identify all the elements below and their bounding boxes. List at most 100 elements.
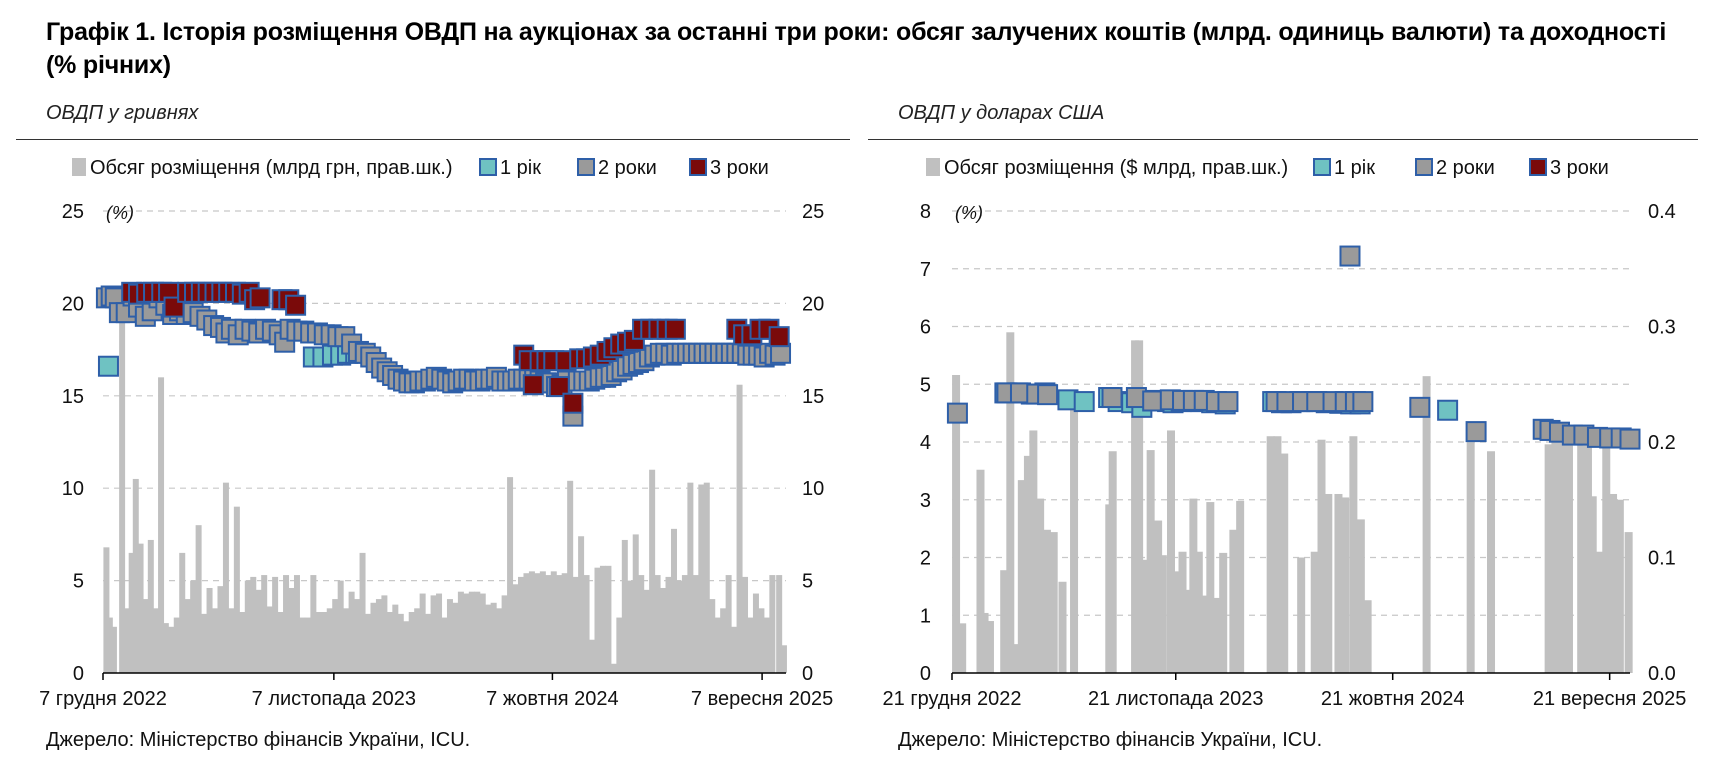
y-left-tick-usd: 1 [920,605,931,627]
volume-bar-uah [365,613,372,673]
volume-bar-uah [250,576,257,673]
volume-bar-uah [261,575,268,673]
volume-bar-uah [468,591,475,673]
volume-bar-uah [337,580,344,673]
x-tick-label-usd: 21 вересня 2025 [1533,688,1687,710]
legend-label-usd: Обсяг розміщення ($ млрд, прав.шк.) [944,157,1288,179]
volume-bar-uah [103,547,110,673]
volume-bar-usd [1108,451,1117,673]
volume-bar-uah [168,626,175,673]
volume-bar-usd [1171,571,1180,673]
volume-bar-usd [1317,439,1326,673]
volume-bar-uah [517,576,524,673]
y-right-tick-uah: 25 [802,201,824,223]
volume-bar-usd [976,469,985,673]
volume-bar-usd [1466,440,1475,673]
x-tick-label-usd: 21 листопада 2023 [1088,688,1264,710]
legend-swatch-three_years-uah [689,158,707,176]
y-right-tick-uah: 15 [802,386,824,408]
y-right-tick-usd: 0.2 [1648,432,1676,454]
volume-bar-uah [173,617,180,673]
volume-bar-uah [288,587,295,673]
volume-bar-uah [326,608,333,673]
volume-bar-uah [315,612,322,673]
volume-bar-uah [599,565,606,673]
volume-bar-uah [119,312,126,673]
volume-bar-uah [676,580,683,673]
volume-bar-usd [1189,498,1198,673]
volume-bar-uah [212,608,219,673]
volume-bar-uah [110,626,117,673]
volume-bar-uah [638,575,645,673]
volume-bar-uah [507,477,514,673]
x-tick-label-uah: 7 листопада 2023 [252,688,416,710]
volume-bar-uah [556,575,563,673]
volume-bar-usd [1070,406,1079,673]
volume-bar-uah [627,580,634,673]
volume-bar-uah [709,599,716,673]
volume-bar-uah [239,612,246,673]
volume-bar-uah [463,593,470,673]
source-uah: Джерело: Міністерство фінансів України, … [46,729,471,751]
source-usd: Джерело: Міністерство фінансів України, … [898,729,1323,751]
volume-bar-uah [692,575,699,673]
volume-bar-uah [610,663,617,673]
volume-bar-uah [153,608,160,673]
volume-bar-uah [545,575,552,673]
marker-usd-1y [1437,399,1459,421]
volume-bar-usd [1017,480,1026,673]
volume-bar-uah [397,613,404,673]
volume-bar-usd [952,375,961,673]
volume-bar-uah [222,482,229,673]
volume-bar-uah [501,595,508,673]
volume-bar-uah [496,608,503,673]
legend-swatch-volume-uah [72,158,86,176]
volume-bar-uah [561,573,568,673]
marker-usd-2y [1465,421,1487,443]
volume-bar-usd [1023,455,1032,673]
marker-usd-2y [1409,396,1431,418]
marker-uah-1y [97,355,119,377]
marker-uah-3y [768,326,790,348]
volume-bar-uah [195,525,202,673]
volume-bar-uah [720,608,727,673]
volume-bar-usd [1487,451,1496,673]
volume-bar-uah [660,587,667,673]
y-right-tick-usd: 0.4 [1648,201,1676,223]
marker-uah-3y [562,392,584,414]
volume-bar-uah [687,482,694,673]
volume-bar-uah [776,575,783,673]
volume-bar-uah [381,595,388,673]
volume-bar-uah [233,506,240,673]
volume-bar-uah [490,602,497,673]
volume-bar-uah [578,536,585,673]
volume-bar-usd [1297,557,1306,673]
volume-bar-uah [228,608,235,673]
volume-bar-uah [649,469,656,673]
y-left-tick-usd: 7 [920,259,931,281]
volume-bar-uah [430,595,437,673]
volume-bar-uah [681,575,688,673]
volume-bar-uah [414,608,421,673]
legend-label-usd: 2 роки [1436,157,1495,179]
volume-bar-uah [321,612,328,673]
volume-bar-usd [1341,497,1350,673]
volume-bar-usd [1266,436,1275,673]
volume-bar-uah [654,575,661,673]
volume-bar-usd [1154,520,1163,673]
volume-bar-usd [1219,552,1228,673]
volume-bar-usd [1194,551,1203,673]
volume-bar-uah [736,384,743,673]
volume-bar-uah [293,575,300,673]
volume-bar-usd [1229,529,1238,673]
volume-bar-usd [1011,644,1020,673]
volume-bar-uah [386,612,393,673]
y-left-tick-uah: 10 [62,478,84,500]
marker-usd-1y [1073,391,1095,413]
page-title: Графік 1. Історія розміщення ОВДП на аук… [46,18,1667,79]
volume-bar-uah [725,575,732,673]
marker-uah-3y [548,376,570,398]
volume-bar-uah [392,604,399,673]
volume-bar-uah [632,534,639,673]
volume-bar-uah [106,617,113,673]
